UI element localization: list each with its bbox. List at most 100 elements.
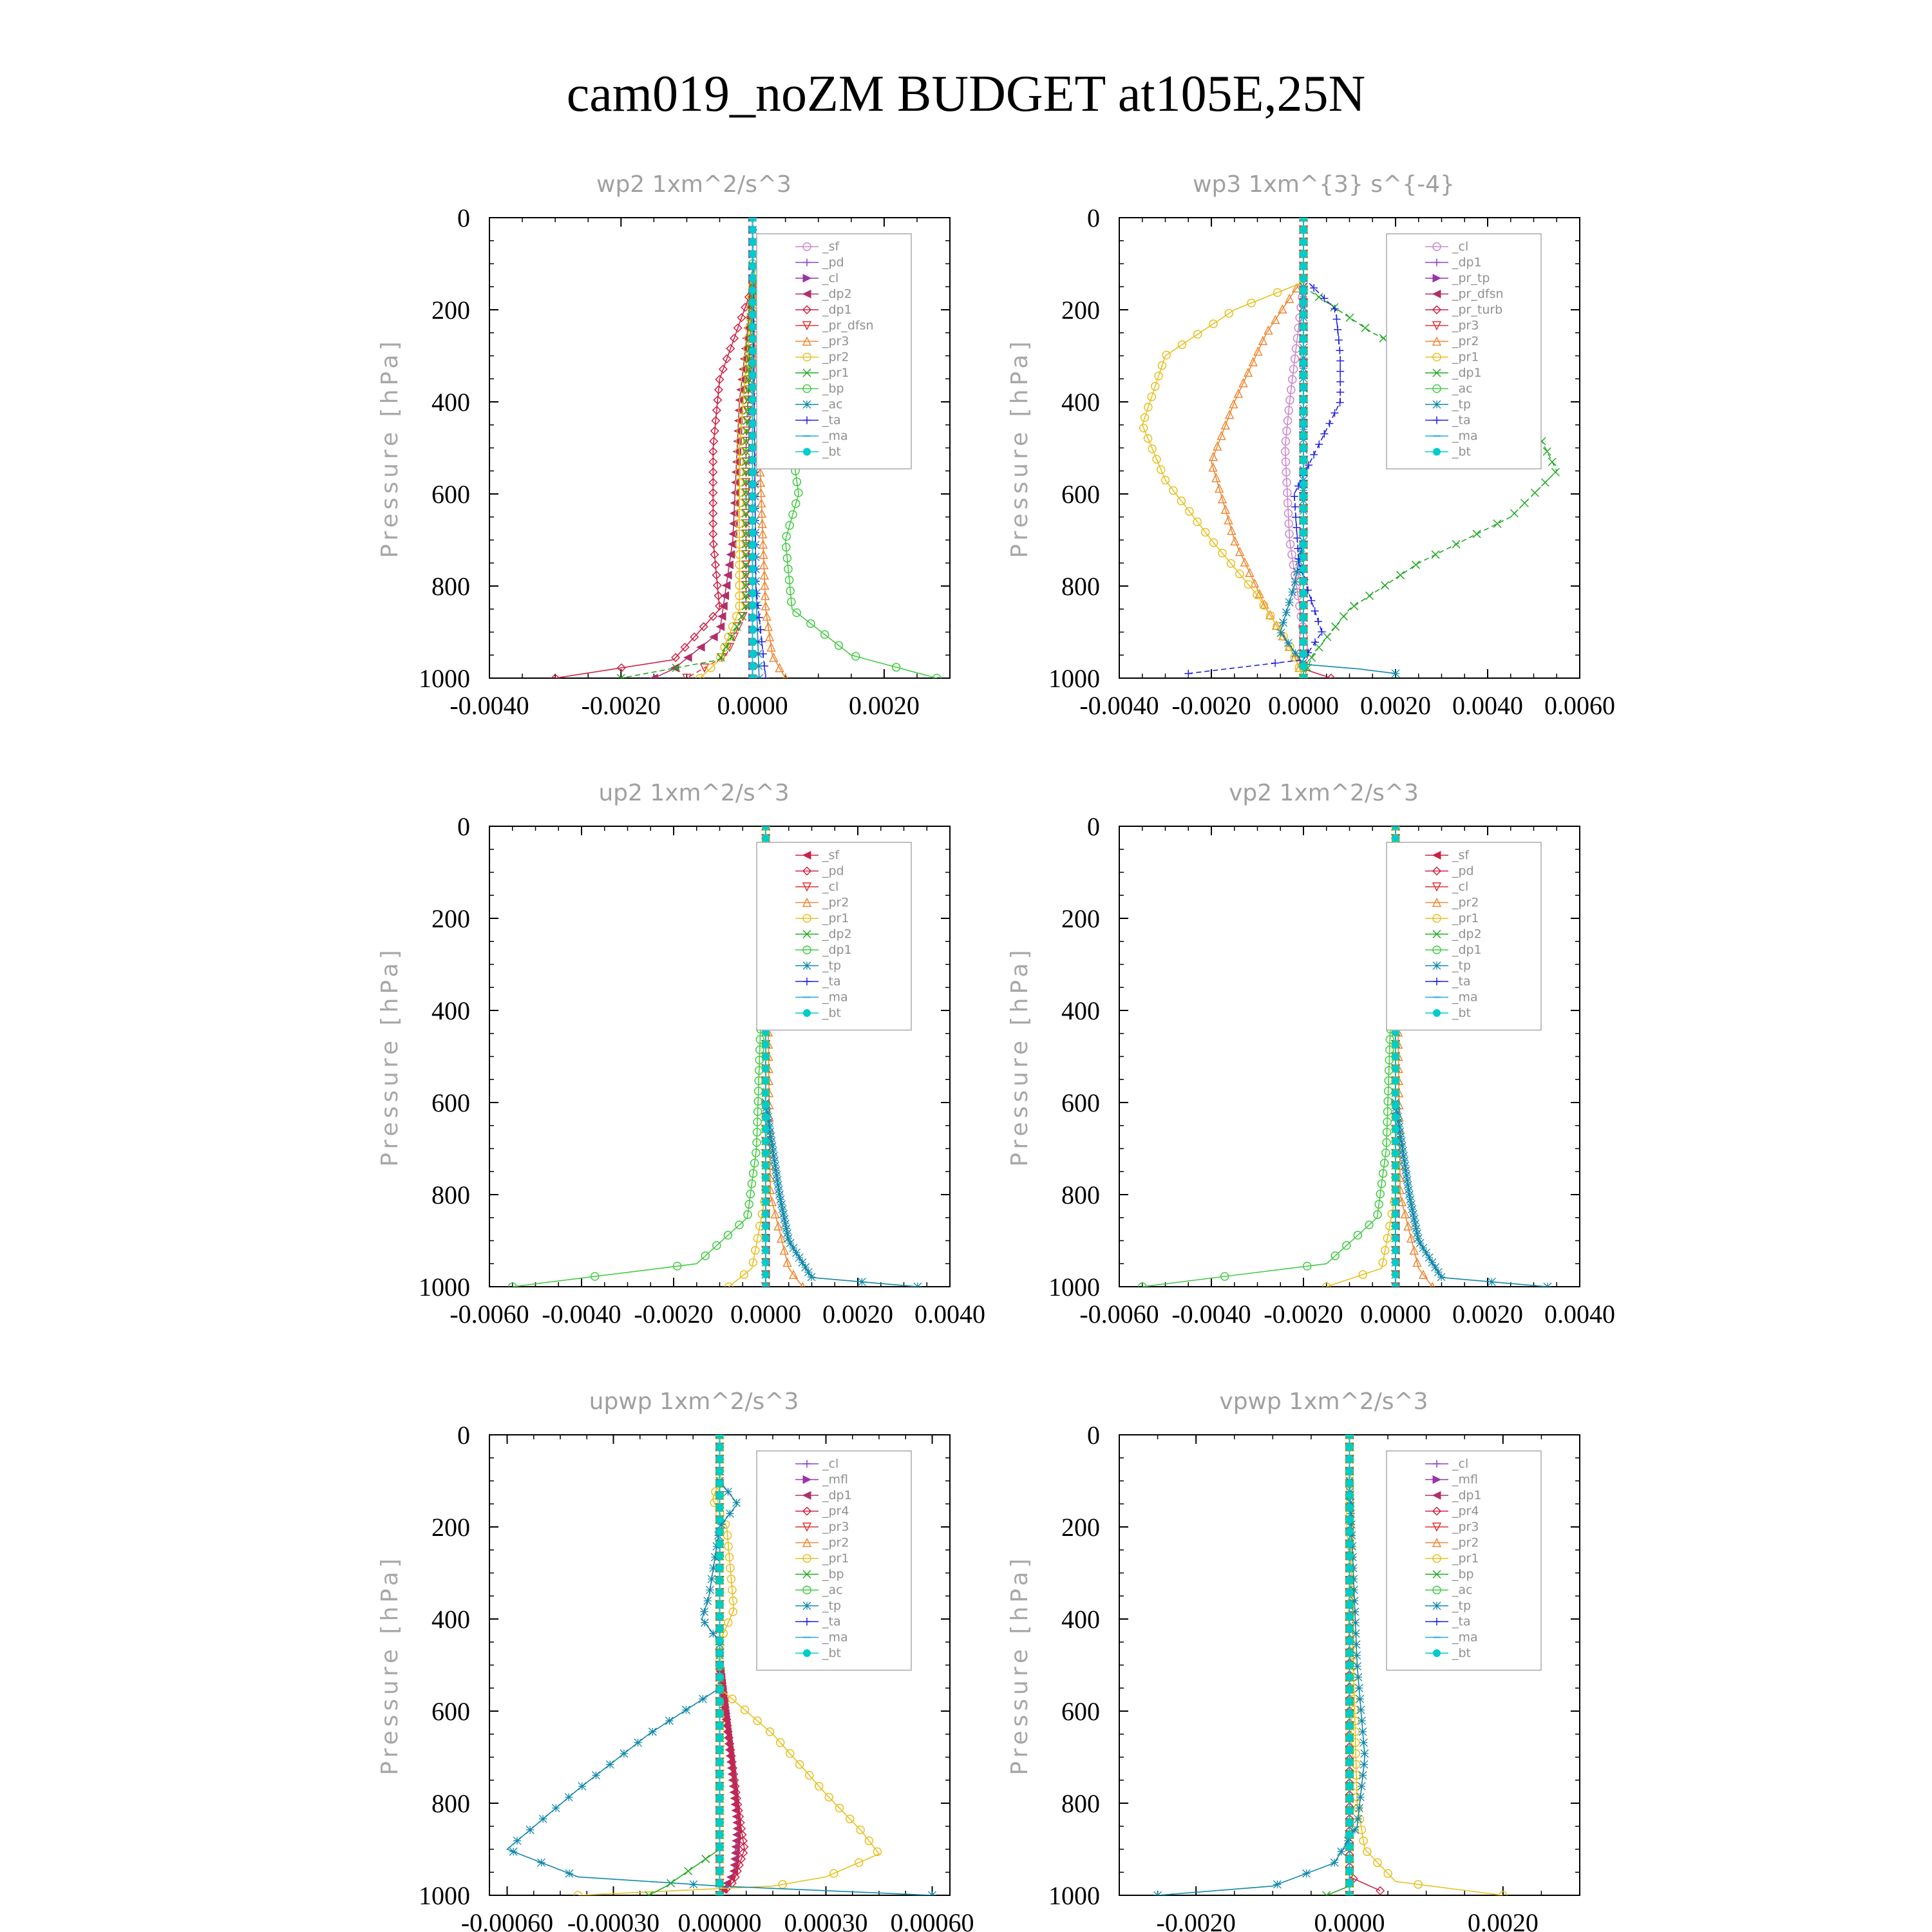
series-marker (1345, 1636, 1354, 1645)
x-tick-label: -0.0020 (634, 1300, 713, 1329)
legend-marker (1432, 384, 1441, 393)
x-tick-label: 0.0020 (1360, 691, 1431, 720)
series-marker (1300, 395, 1307, 404)
legend-label: _pr_dfsn (1452, 287, 1504, 301)
series-marker (681, 1705, 690, 1714)
series-marker (755, 1056, 764, 1065)
series-marker (1383, 1097, 1392, 1106)
series-marker (735, 1818, 745, 1828)
series-marker (1226, 559, 1236, 568)
series-marker (1288, 587, 1297, 596)
series-marker (616, 674, 625, 678)
series-marker (748, 613, 757, 621)
series-marker (718, 365, 728, 374)
series-marker (1331, 1251, 1340, 1260)
series-marker (748, 335, 757, 343)
series-marker (735, 540, 744, 549)
series-marker (1357, 1782, 1366, 1791)
series-marker (1342, 1241, 1351, 1250)
legend-label: _ma (1452, 990, 1478, 1005)
legend-label: _cl (1452, 880, 1468, 894)
series-marker (1392, 1113, 1399, 1121)
series-marker (1271, 659, 1280, 667)
series-marker (753, 1107, 762, 1116)
series-marker (671, 652, 681, 663)
series-marker (1289, 365, 1298, 374)
series-marker (1452, 540, 1461, 549)
legend-label: _ac (1452, 382, 1473, 396)
y-tick-label: 200 (1061, 1513, 1100, 1542)
series-marker (1396, 571, 1405, 580)
series-marker (762, 1258, 770, 1267)
series-marker (1349, 1575, 1358, 1584)
series-marker (765, 1122, 774, 1132)
series-marker (1245, 567, 1255, 578)
series-marker (864, 1836, 874, 1846)
legend-label: _bt (822, 1646, 841, 1660)
series-marker (835, 1803, 844, 1813)
series-marker (701, 1855, 710, 1864)
series-marker (1542, 447, 1551, 456)
y-tick-label: 400 (1061, 388, 1100, 417)
series-marker (1345, 1697, 1354, 1705)
series-marker (578, 1782, 587, 1791)
series-marker (1218, 549, 1227, 558)
series-marker (1392, 1198, 1399, 1206)
series-marker (854, 1858, 864, 1867)
series-marker (1402, 1171, 1411, 1180)
series-marker (741, 488, 750, 497)
series-marker (748, 468, 757, 477)
series-marker (758, 529, 768, 538)
series-marker (1360, 1749, 1369, 1758)
legend-marker (802, 1506, 812, 1516)
series-marker (735, 591, 744, 600)
legend-label: _ma (822, 1631, 848, 1645)
legend-marker (803, 1649, 811, 1657)
series-marker (1162, 350, 1171, 360)
series-marker (757, 518, 767, 528)
series-marker (1300, 346, 1307, 355)
y-tick-label: 600 (431, 1697, 470, 1726)
series-marker (1345, 313, 1354, 322)
series-marker (1300, 468, 1307, 477)
series-marker (741, 478, 750, 487)
series-marker (1300, 565, 1307, 573)
series-marker (1383, 1233, 1392, 1243)
legend-label: _pd (822, 256, 844, 270)
legend-label: _ma (822, 990, 848, 1005)
series-marker (856, 1825, 865, 1835)
series-line-pr1 (1326, 826, 1396, 1287)
series-marker (748, 286, 757, 294)
x-tick-label: 0.00030 (784, 1908, 868, 1932)
series-marker (766, 1127, 775, 1136)
series-marker (805, 1770, 814, 1780)
series-marker (762, 1101, 770, 1109)
y-tick-label: 200 (1061, 296, 1100, 325)
legend-label: _cl (1452, 1457, 1468, 1471)
series-marker (1285, 395, 1294, 404)
series-marker (1260, 599, 1269, 609)
series-marker (1300, 444, 1307, 452)
legend-label: _ta (1452, 1615, 1471, 1629)
series-marker (712, 406, 721, 415)
series-marker (1347, 1509, 1356, 1518)
series-marker (1240, 557, 1250, 567)
series-marker (781, 543, 791, 552)
series-marker (1265, 610, 1275, 620)
series-marker (1392, 1108, 1401, 1117)
series-marker (708, 611, 718, 621)
series-marker (1320, 294, 1329, 303)
series-marker (1287, 375, 1297, 384)
series-marker (1153, 1891, 1162, 1895)
series-marker (739, 1842, 749, 1852)
series-marker (715, 1709, 724, 1718)
series-marker (777, 1200, 786, 1209)
y-tick-label: 800 (431, 1789, 470, 1818)
legend: _cl _mfl_dp1 _pr4_pr3 _pr2_pr1_bp_ac _tp _ta _… (1386, 1450, 1542, 1671)
series-marker (727, 632, 736, 641)
series-marker (1300, 601, 1307, 610)
series-marker (1200, 527, 1210, 537)
series-marker (779, 1209, 788, 1218)
series-marker (1307, 653, 1316, 662)
series-marker (715, 1479, 724, 1488)
